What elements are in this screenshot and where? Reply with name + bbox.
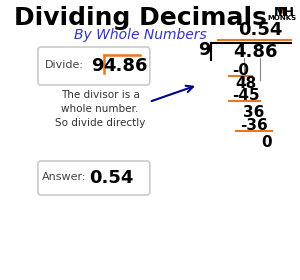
Text: 48: 48 — [235, 76, 256, 90]
Text: Dividing Decimals: Dividing Decimals — [14, 6, 266, 30]
Text: 0.54: 0.54 — [89, 169, 134, 187]
Text: Answer:: Answer: — [42, 172, 87, 182]
Text: 4.86: 4.86 — [233, 43, 278, 61]
Text: 36: 36 — [243, 104, 265, 120]
Text: MONKS: MONKS — [268, 15, 297, 21]
Text: -36: -36 — [240, 118, 268, 132]
Text: By Whole Numbers: By Whole Numbers — [74, 28, 206, 42]
Text: M: M — [274, 6, 286, 18]
Text: Divide:: Divide: — [45, 60, 84, 70]
Text: -0: -0 — [232, 62, 249, 78]
Text: 0.54: 0.54 — [238, 21, 282, 39]
FancyBboxPatch shape — [38, 161, 150, 195]
Text: whole number.: whole number. — [61, 104, 139, 114]
FancyBboxPatch shape — [38, 47, 150, 85]
Text: 9: 9 — [198, 41, 210, 59]
Text: TH: TH — [275, 6, 294, 18]
Text: 4.86: 4.86 — [103, 57, 147, 75]
Text: The divisor is a: The divisor is a — [61, 90, 140, 100]
Text: 9: 9 — [91, 57, 104, 75]
Polygon shape — [280, 10, 284, 13]
Text: -45: -45 — [232, 88, 260, 102]
Text: So divide directly: So divide directly — [55, 118, 145, 128]
Text: 0: 0 — [261, 134, 272, 150]
